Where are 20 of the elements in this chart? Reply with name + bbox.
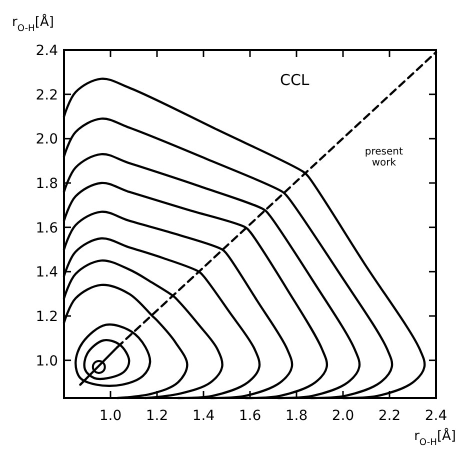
x-tick-label: 2.4: [424, 408, 448, 424]
x-tick-label: 2.2: [378, 408, 401, 424]
x-axis-title: r$_{O-H}$[Å]: [414, 427, 456, 448]
y-tick-label: 1.2: [36, 308, 58, 325]
x-tick-label: 1.8: [285, 408, 308, 424]
y-tick-label: 2.4: [36, 43, 58, 59]
x-tick-label: 1.4: [192, 408, 215, 424]
y-tick-label: 2.0: [36, 132, 58, 148]
annotation: present work: [364, 146, 404, 168]
y-tick-label: 1.4: [36, 264, 58, 281]
x-tick-label: 1.6: [238, 408, 262, 424]
x-tick-label: 1.0: [99, 408, 122, 424]
x-tick-label: 2.0: [332, 408, 354, 424]
y-axis-title: r$_{O-H}$[Å]: [12, 13, 54, 34]
annotation: CCL: [280, 70, 310, 89]
y-tick-label: 2.2: [36, 87, 58, 104]
x-tick-label: 1.2: [146, 408, 168, 424]
y-tick-label: 1.8: [36, 176, 58, 192]
y-tick-label: 1.6: [36, 220, 58, 236]
y-tick-label: 1.0: [36, 353, 58, 370]
